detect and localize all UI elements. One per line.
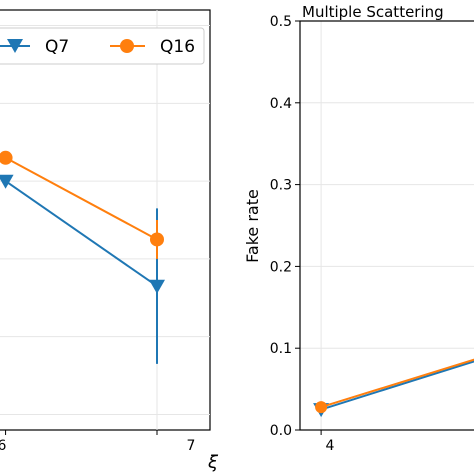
right-point-1-0 xyxy=(315,401,328,414)
legend: Q7 Q16 xyxy=(0,27,205,65)
left-point-q7-0 xyxy=(0,174,14,189)
right-series-group xyxy=(313,358,474,418)
right-y-axis-label: Fake rate xyxy=(243,189,262,263)
left-point-q16-0 xyxy=(0,150,13,165)
right-panel: Multiple Scattering Fake rate 0.00.10.20… xyxy=(243,3,474,454)
right-plot-frame xyxy=(299,20,474,431)
right-y-tick-label-3: 0.3 xyxy=(270,178,292,194)
left-series-group xyxy=(0,150,165,364)
left-x-tick-label-6: 6 xyxy=(0,438,7,454)
right-y-tick-label-4: 0.4 xyxy=(270,96,292,112)
right-series-line-1 xyxy=(320,358,474,409)
legend-q16-label: Q16 xyxy=(160,37,195,57)
right-y-tick-label-2: 0.2 xyxy=(270,259,292,275)
right-series-line-0 xyxy=(320,360,474,411)
right-y-tick-label-0: 0.0 xyxy=(270,423,292,439)
right-y-tick-label-1: 0.1 xyxy=(270,341,292,357)
left-x-axis-label: ξ xyxy=(207,452,219,473)
legend-q7-marker xyxy=(7,39,23,53)
legend-box xyxy=(0,27,205,65)
legend-entry-q7: Q7 xyxy=(0,37,69,57)
left-series-line-q7 xyxy=(5,180,158,287)
right-y-ticks: 0.0 0.1 0.2 0.3 0.4 0.5 xyxy=(270,14,322,439)
left-grid xyxy=(0,10,210,435)
legend-entry-q16: Q16 xyxy=(110,37,195,57)
legend-q16-marker xyxy=(120,39,134,53)
right-y-tick-label-5: 0.5 xyxy=(270,14,292,30)
legend-q7-label: Q7 xyxy=(45,37,69,57)
left-plot-frame xyxy=(0,9,211,431)
left-series-line-q16 xyxy=(5,156,158,241)
left-point-q16-1 xyxy=(150,232,164,247)
right-x-tick-label-4: 4 xyxy=(326,438,335,454)
left-point-q7-1 xyxy=(149,279,165,294)
left-x-tick-label-7: 7 xyxy=(187,438,196,454)
right-title: Multiple Scattering xyxy=(302,3,444,21)
left-panel: 6 7 ξ Q7 Q16 xyxy=(0,9,219,473)
